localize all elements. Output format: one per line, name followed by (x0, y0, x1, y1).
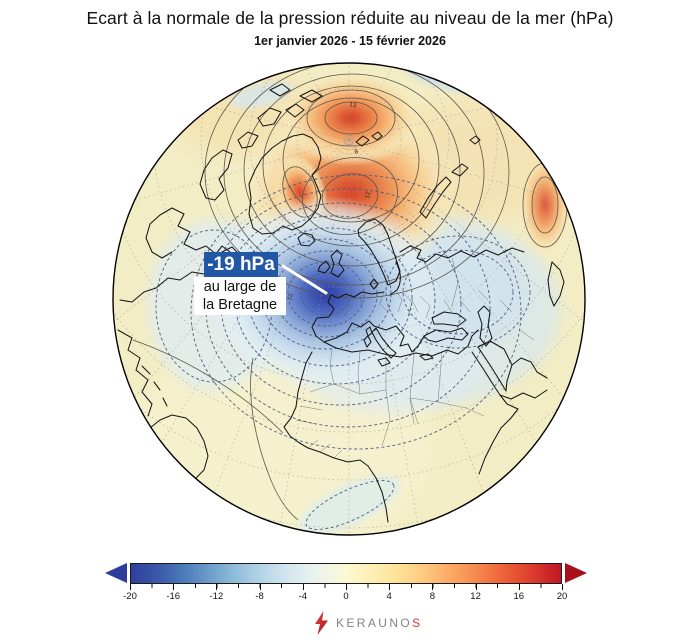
coastlines (117, 83, 565, 523)
annotation-location-line1: au large de (203, 279, 277, 295)
colorbar-tick-label: -16 (166, 591, 181, 602)
contour-label-high-south: 12 (364, 191, 372, 200)
colorbar-tick-label: 8 (429, 591, 436, 602)
annotation-value: -19 hPa (207, 253, 275, 275)
colorbar-tick-label: 16 (513, 591, 525, 602)
annotation-pointer-line (281, 264, 328, 295)
brand-accent: S (412, 616, 423, 630)
colorbar-left-arrow-icon (105, 563, 127, 583)
colorbar: -20 -16 -12 -8 -4 0 4 8 12 16 20 (0, 560, 700, 605)
colorbar-tick-label: -4 (298, 591, 308, 602)
country-borders (295, 257, 535, 459)
annotation-value-box: -19 hPa (204, 252, 278, 277)
colorbar-gradient (130, 563, 562, 584)
brand-logo: KERAUNOS (314, 610, 423, 636)
colorbar-right-arrow-icon (565, 563, 587, 583)
colorbar-tick-labels: -20 -16 -12 -8 -4 0 4 8 12 16 20 (123, 591, 567, 603)
colorbar-tick-label: -8 (255, 591, 264, 602)
contour-label-low-inner: 16 (286, 292, 295, 301)
negative-contours (155, 63, 531, 530)
globe-outline (112, 62, 586, 536)
colorbar-major-ticks (130, 584, 563, 591)
colorbar-tick-label: 0 (343, 591, 349, 602)
colorbar-tick-label: -20 (123, 591, 137, 602)
positive-contours (132, 63, 568, 521)
colorbar-tick-label: 20 (556, 591, 568, 602)
brand-main: KERAUNO (336, 616, 413, 630)
page-title: Ecart à la normale de la pression réduit… (86, 8, 614, 28)
contour-label-high-top: 13 (349, 101, 358, 109)
brand-text: KERAUNOS (336, 616, 423, 630)
colorbar-tick-label: 4 (386, 591, 392, 602)
colorbar-tick-label: -12 (209, 591, 224, 602)
annotation-location-box: au large de la Bretagne (194, 277, 286, 315)
colorbar-tick-label: 12 (470, 591, 481, 602)
lightning-icon (315, 611, 328, 635)
page-subtitle: 1er janvier 2026 - 15 février 2026 (254, 34, 446, 48)
annotation-location-line2: la Bretagne (202, 297, 278, 313)
contour-label-high-polar: 8 (354, 148, 360, 156)
